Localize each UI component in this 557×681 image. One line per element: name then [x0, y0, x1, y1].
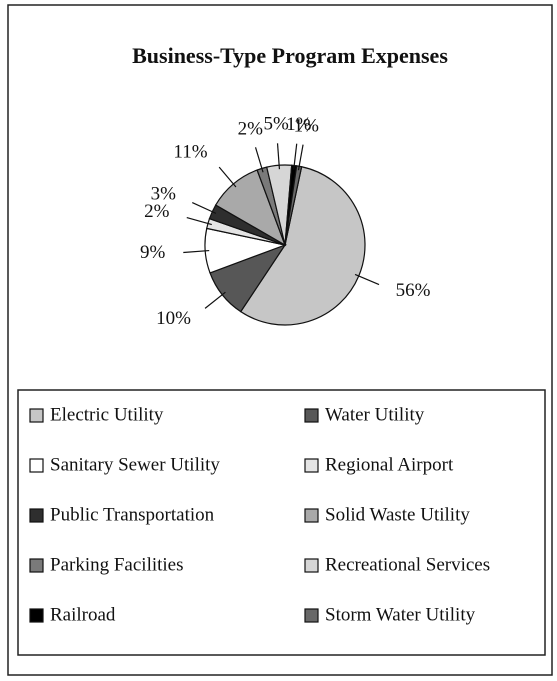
legend-swatch	[29, 558, 44, 573]
legend-label: Water Utility	[325, 404, 425, 425]
leader-line	[297, 144, 304, 171]
legend-label: Storm Water Utility	[325, 604, 476, 625]
data-label: 56%	[396, 280, 431, 301]
leader-line	[218, 166, 237, 188]
leader-line	[354, 273, 380, 286]
legend-box	[17, 389, 546, 656]
leader-line	[192, 201, 217, 214]
data-label: 2%	[144, 201, 170, 222]
legend-label: Solid Waste Utility	[325, 504, 470, 525]
chart-title: Business-Type Program Expenses	[132, 43, 448, 68]
data-label: 11%	[173, 142, 207, 163]
legend-swatch	[304, 558, 319, 573]
data-label: 10%	[156, 308, 191, 329]
legend-swatch	[29, 408, 44, 423]
legend-swatch	[304, 408, 319, 423]
leader-line	[254, 147, 264, 173]
legend-swatch	[304, 608, 319, 623]
data-label: 1%	[286, 114, 312, 135]
data-label: 1%	[294, 115, 320, 136]
data-label: 9%	[140, 242, 166, 263]
data-label: 2%	[238, 118, 264, 139]
legend-label: Public Transportation	[50, 504, 215, 525]
legend-label: Sanitary Sewer Utility	[50, 454, 220, 475]
legend-label: Electric Utility	[50, 404, 164, 425]
leader-line	[276, 143, 281, 170]
legend-label: Regional Airport	[325, 454, 454, 475]
data-label: 3%	[151, 183, 177, 204]
legend-swatch	[304, 458, 319, 473]
leader-line	[186, 216, 212, 226]
data-label: 5%	[264, 114, 290, 135]
legend-swatch	[29, 608, 44, 623]
legend-swatch	[304, 508, 319, 523]
leader-line	[293, 143, 298, 170]
legend-swatch	[29, 458, 44, 473]
legend-label: Parking Facilities	[50, 554, 184, 575]
leader-line	[204, 291, 226, 309]
legend-label: Railroad	[50, 604, 116, 625]
legend-label: Recreational Services	[325, 554, 490, 575]
chart-border	[7, 4, 553, 676]
legend-swatch	[29, 508, 44, 523]
leader-line	[183, 249, 210, 254]
